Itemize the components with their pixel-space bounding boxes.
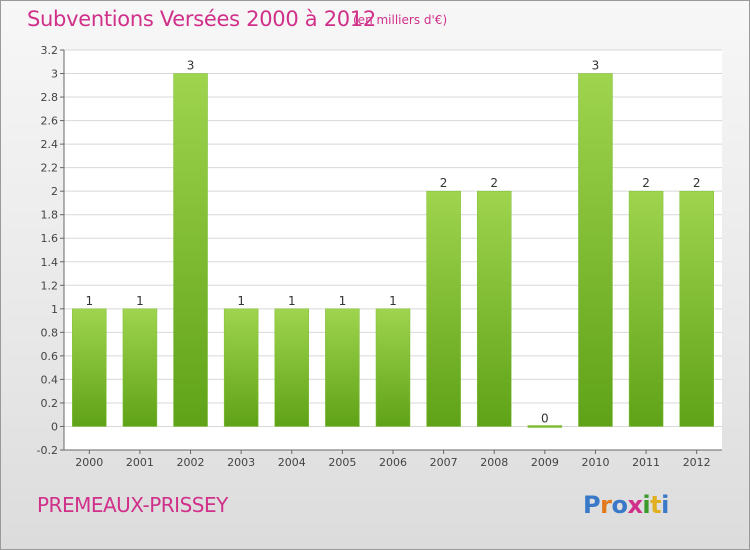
x-tick-label: 2012 [683, 456, 711, 469]
chart-title: Subventions Versées 2000 à 2012 [27, 7, 376, 31]
bar [578, 73, 613, 427]
proxiti-logo: Proxiti [583, 491, 669, 519]
logo-letter: i [661, 491, 669, 519]
logo-letter: r [600, 491, 612, 519]
bar [223, 308, 259, 427]
data-label: 2 [490, 176, 498, 190]
logo-letter: x [627, 491, 643, 519]
bar [476, 190, 512, 427]
y-tick-label: 1 [51, 303, 58, 316]
y-tick-label: -0.2 [37, 444, 58, 457]
y-tick-label: 1.8 [41, 209, 59, 222]
y-tick-label: 0.4 [41, 373, 59, 386]
data-label: 2 [693, 176, 701, 190]
y-tick-label: 0.6 [41, 350, 59, 363]
logo-letter: i [642, 491, 651, 519]
x-tick-label: 2004 [278, 456, 306, 469]
x-tick-label: 2001 [126, 456, 154, 469]
x-tick-label: 2006 [379, 456, 407, 469]
y-tick-label: 2.6 [41, 115, 59, 128]
unit-label: (en milliers d'€) [353, 13, 448, 27]
bar [325, 308, 360, 427]
y-tick-label: 2.2 [41, 162, 59, 175]
bar [72, 308, 107, 427]
y-tick-label: 0 [51, 420, 58, 433]
data-label: 0 [541, 411, 549, 425]
x-tick-label: 2000 [75, 456, 103, 469]
x-tick-label: 2009 [531, 456, 559, 469]
data-label: 3 [592, 59, 600, 73]
y-tick-label: 0.2 [41, 397, 59, 410]
logo-letter: o [611, 491, 628, 519]
x-tick-label: 2011 [632, 456, 660, 469]
bar [274, 308, 310, 427]
y-tick-label: 3.2 [41, 44, 59, 57]
commune-name: PREMEAUX-PRISSEY [37, 493, 228, 517]
y-tick-label: 0.8 [41, 326, 59, 339]
y-tick-label: 1.4 [41, 256, 59, 269]
bar [628, 190, 664, 427]
data-label: 1 [288, 294, 296, 308]
data-label: 1 [339, 294, 347, 308]
y-tick-label: 3 [51, 68, 58, 81]
data-label: 1 [237, 294, 245, 308]
x-tick-label: 2003 [227, 456, 255, 469]
y-tick-label: 2.8 [41, 91, 59, 104]
x-tick-label: 2002 [177, 456, 205, 469]
y-tick-label: 2.4 [41, 138, 59, 151]
y-tick-label: 1.6 [41, 232, 59, 245]
data-label: 1 [389, 294, 397, 308]
x-tick-label: 2010 [581, 456, 609, 469]
data-label: 3 [187, 59, 195, 73]
x-tick-label: 2005 [328, 456, 356, 469]
bar [426, 190, 461, 427]
data-label: 2 [642, 176, 650, 190]
logo-letter: t [650, 491, 662, 519]
x-tick-label: 2007 [430, 456, 458, 469]
bar [679, 190, 714, 427]
data-label: 1 [136, 294, 144, 308]
data-label: 1 [85, 294, 93, 308]
logo-letter: P [583, 491, 601, 519]
bar [122, 308, 158, 427]
y-tick-label: 1.2 [41, 279, 59, 292]
bar [375, 308, 411, 427]
bar [173, 73, 208, 427]
bar [527, 425, 563, 428]
data-label: 2 [440, 176, 448, 190]
y-tick-label: 2 [51, 185, 58, 198]
x-tick-label: 2008 [480, 456, 508, 469]
